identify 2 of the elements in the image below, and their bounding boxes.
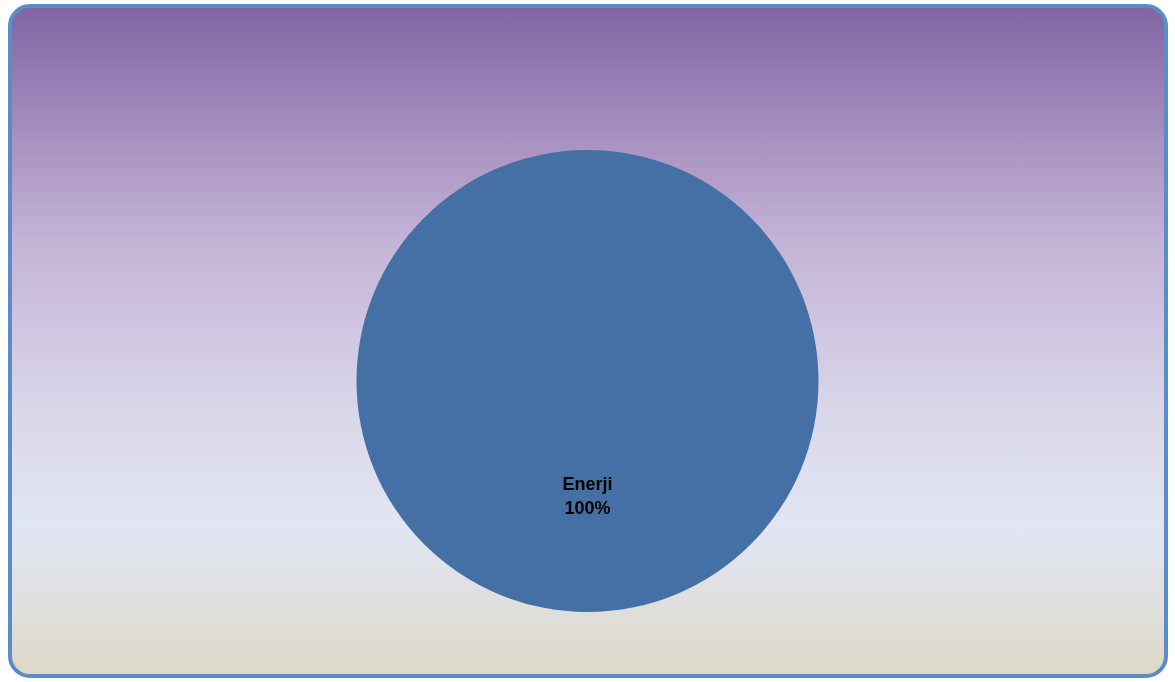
slice-label: Enerji [562, 474, 613, 495]
data-label: 100% [564, 498, 611, 519]
